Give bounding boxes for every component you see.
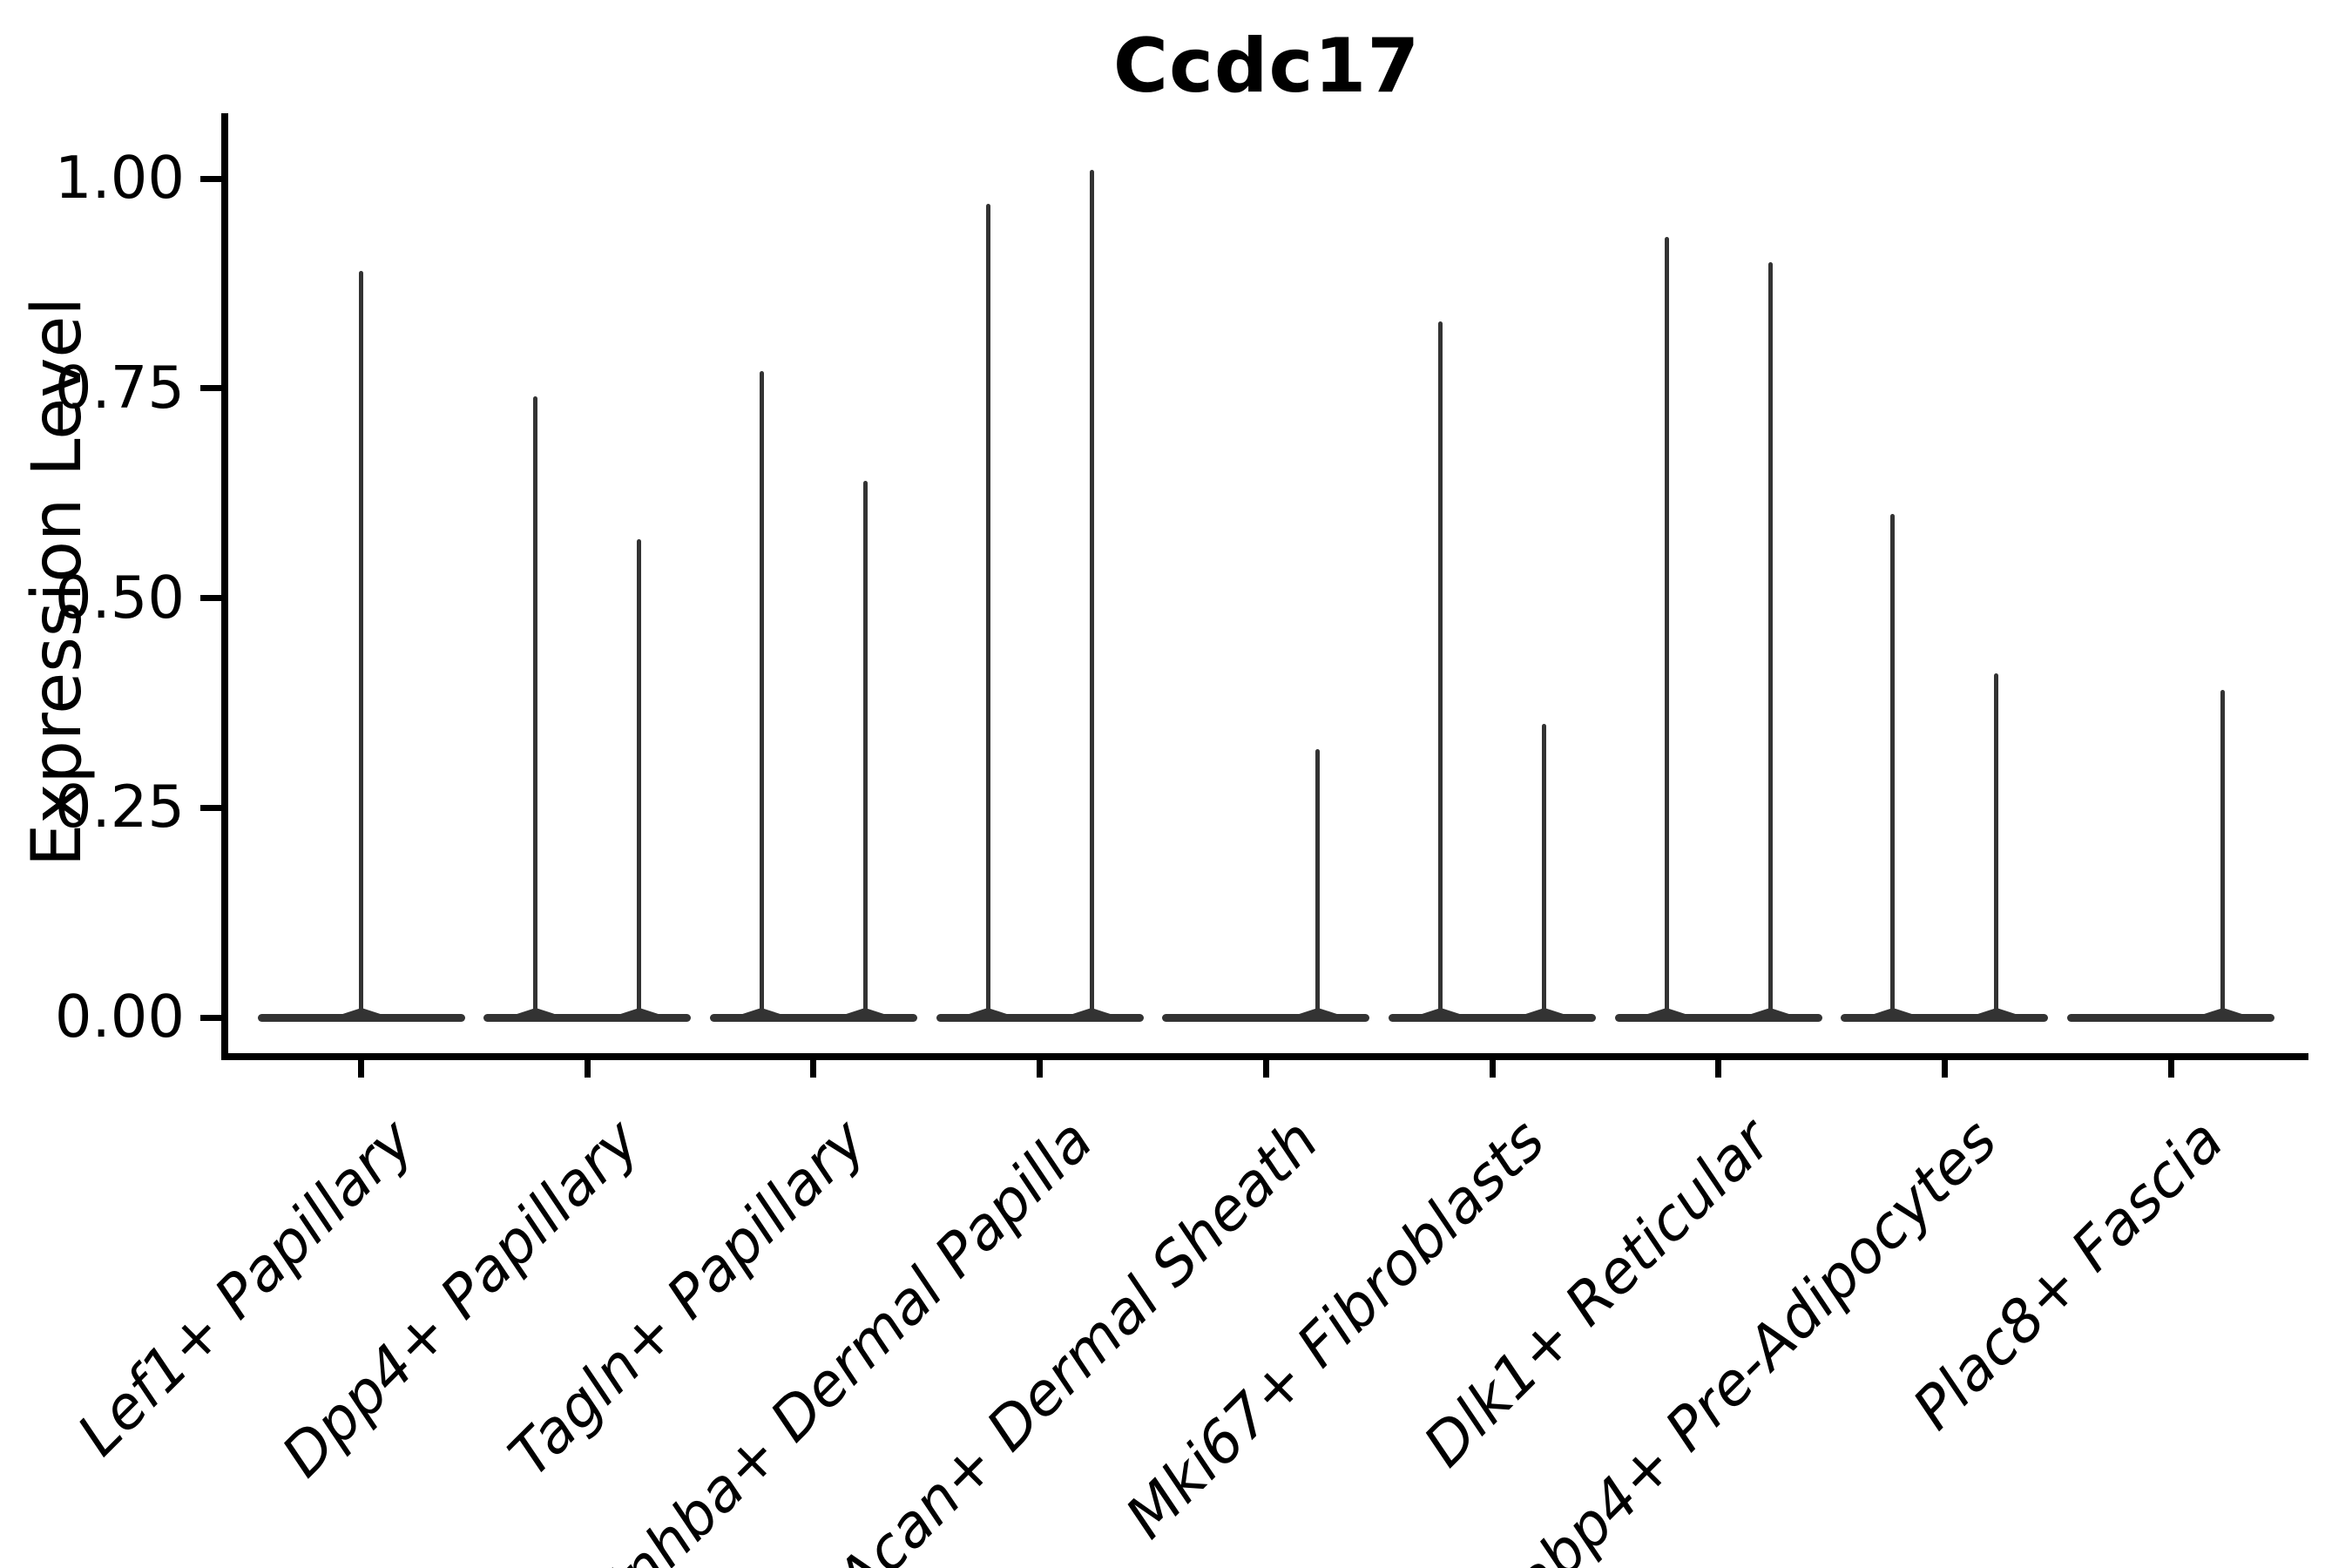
violin-body bbox=[1841, 1014, 2049, 1022]
x-tick-label: Lef1+ Papillary bbox=[64, 1105, 427, 1469]
violin-spike bbox=[1664, 237, 1669, 1021]
violin-spike bbox=[533, 396, 538, 1021]
x-tick-mark bbox=[2167, 1057, 2174, 1078]
y-tick-label: 0.25 bbox=[54, 773, 185, 841]
violin-spike bbox=[2220, 690, 2226, 1021]
x-tick-mark bbox=[1941, 1057, 1948, 1078]
y-tick-mark bbox=[200, 1014, 221, 1021]
x-tick-mark bbox=[358, 1057, 365, 1078]
y-axis-spine bbox=[221, 113, 228, 1060]
y-tick-mark bbox=[200, 595, 221, 601]
x-tick-mark bbox=[1489, 1057, 1496, 1078]
plot-title: Ccdc17 bbox=[1112, 23, 1421, 110]
x-tick-mark bbox=[1715, 1057, 1722, 1078]
x-tick-mark bbox=[810, 1057, 817, 1078]
violin-spike bbox=[1315, 748, 1321, 1021]
y-tick-mark bbox=[200, 175, 221, 182]
y-tick-label: 0.00 bbox=[54, 983, 185, 1051]
violin-spike bbox=[359, 270, 364, 1021]
violin-spike bbox=[1890, 514, 1896, 1021]
y-tick-label: 1.00 bbox=[54, 144, 185, 212]
violin-spike bbox=[1994, 673, 1999, 1021]
violin-body bbox=[709, 1014, 917, 1022]
violin-body bbox=[483, 1014, 692, 1022]
violin-body bbox=[2067, 1014, 2275, 1022]
violin-body bbox=[936, 1014, 1144, 1022]
violin-body bbox=[1389, 1014, 1597, 1022]
y-tick-mark bbox=[200, 804, 221, 811]
violin-spike bbox=[1767, 262, 1773, 1021]
violin-spike bbox=[637, 539, 642, 1021]
violin-spike bbox=[759, 371, 764, 1021]
y-tick-label: 0.50 bbox=[54, 563, 185, 632]
violin-body bbox=[1614, 1014, 1822, 1022]
violin-spike bbox=[1438, 321, 1443, 1021]
violin-spike bbox=[985, 203, 990, 1021]
violin-spike bbox=[862, 480, 868, 1021]
violin-spike bbox=[1542, 723, 1547, 1021]
x-tick-mark bbox=[1037, 1057, 1044, 1078]
x-tick-mark bbox=[584, 1057, 591, 1078]
x-tick-mark bbox=[1262, 1057, 1269, 1078]
violin-body bbox=[1162, 1014, 1370, 1022]
y-tick-label: 0.75 bbox=[54, 353, 185, 422]
y-tick-mark bbox=[200, 385, 221, 392]
violin-spike bbox=[1089, 170, 1094, 1021]
